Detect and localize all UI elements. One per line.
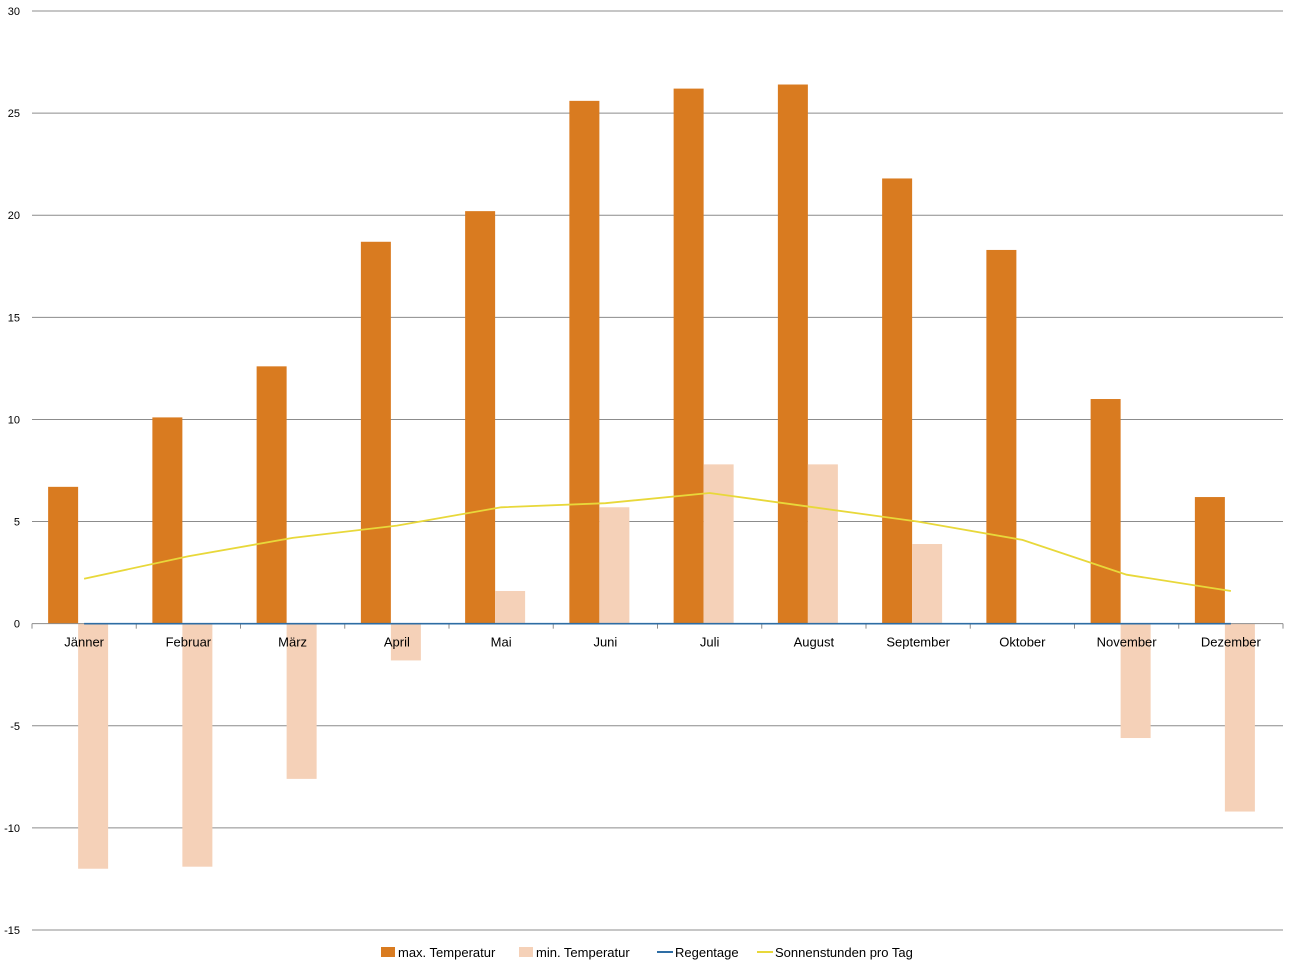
- max-temp-bar: [256, 366, 287, 624]
- max-temp-bar: [986, 249, 1017, 624]
- y-tick-label: 0: [14, 619, 20, 631]
- x-tick-label: Jänner: [64, 635, 104, 650]
- sonnenstunden-line: [83, 492, 1232, 592]
- legend-swatch: [381, 947, 395, 957]
- y-tick-label: 5: [14, 517, 20, 529]
- x-tick-label: August: [794, 635, 835, 650]
- min-temp-bar: [182, 623, 213, 867]
- legend-label: Sonnenstunden pro Tag: [775, 945, 913, 960]
- x-tick-label: November: [1097, 635, 1158, 650]
- y-tick-label: 20: [8, 210, 20, 222]
- min-temp-bar: [1224, 623, 1255, 812]
- legend-swatch: [519, 947, 533, 957]
- min-temp-bar: [390, 623, 421, 661]
- min-temp-bar: [495, 590, 526, 624]
- min-temp-bar: [912, 544, 943, 624]
- y-tick-label: 25: [8, 108, 20, 120]
- min-temp-bar: [703, 464, 734, 624]
- min-temp-bar: [78, 623, 109, 869]
- max-temp-bar: [152, 417, 183, 624]
- y-tick-label: -15: [4, 925, 20, 937]
- x-axis-ticks: Jänner Februar März April Mai Juni Juli August S…: [64, 635, 1261, 650]
- max-temp-bar: [882, 178, 913, 624]
- x-tick-label: Oktober: [999, 635, 1046, 650]
- x-tick-label: Juni: [593, 635, 617, 650]
- y-tick-label: 30: [8, 6, 20, 18]
- legend: max. Temperatur min. Temperatur Regentage S…: [381, 945, 913, 960]
- grid-layer: [32, 10, 1283, 931]
- min-temp-bar: [1120, 623, 1151, 739]
- max-temp-bar: [673, 88, 704, 624]
- y-tick-label: -5: [10, 721, 20, 733]
- min-temp-bar: [807, 464, 838, 624]
- x-tick-label: Dezember: [1201, 635, 1262, 650]
- x-tick-label: Juli: [700, 635, 720, 650]
- x-tick-label: April: [384, 635, 410, 650]
- max-temp-bar: [777, 84, 808, 624]
- x-tick-label: Februar: [166, 635, 212, 650]
- legend-label: min. Temperatur: [536, 945, 630, 960]
- x-tick-label: September: [886, 635, 950, 650]
- max-temp-bar: [1090, 399, 1121, 624]
- y-tick-label: 15: [8, 312, 20, 324]
- max-temp-bar: [1194, 497, 1225, 624]
- legend-label: Regentage: [675, 945, 739, 960]
- min-temp-bar: [599, 507, 630, 624]
- lines-layer: [83, 492, 1232, 625]
- max-temp-bar: [465, 211, 496, 624]
- min-temp-bar: [286, 623, 317, 779]
- x-tick-label: Mai: [491, 635, 512, 650]
- y-tick-label: -10: [4, 823, 20, 835]
- max-temp-bar: [569, 100, 600, 624]
- y-axis-ticks: 30 25 20 15 10 5 0 -5 -10 -15: [4, 6, 20, 937]
- bars-layer: [48, 84, 1255, 869]
- legend-label: max. Temperatur: [398, 945, 496, 960]
- max-temp-bar: [48, 486, 79, 624]
- y-tick-label: 10: [8, 414, 20, 426]
- max-temp-bar: [360, 241, 391, 624]
- x-tick-label: März: [278, 635, 307, 650]
